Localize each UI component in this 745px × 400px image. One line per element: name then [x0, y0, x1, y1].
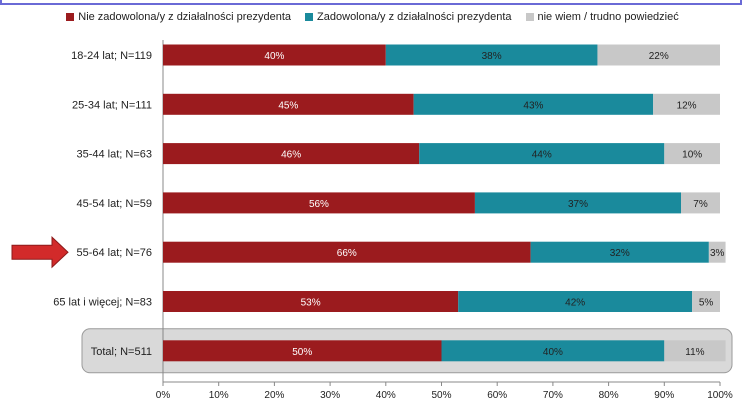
legend-item-dissatisfied: Nie zadowolona/y z działalności prezyden… — [66, 9, 291, 25]
legend-item-satisfied: Zadowolona/y z działalności prezydenta — [305, 9, 512, 25]
bar-value-label: 7% — [693, 199, 708, 210]
bar-value-label: 45% — [278, 100, 298, 111]
x-tick-label: 70% — [543, 390, 563, 400]
x-tick-label: 60% — [487, 390, 507, 400]
frame-top-border — [0, 0, 742, 5]
bar-segment-dissatisfied — [163, 291, 459, 312]
category-label: 18-24 lat; N=119 — [71, 50, 152, 62]
bar-value-label: 37% — [568, 199, 588, 210]
bar-segment-dissatisfied — [163, 93, 414, 115]
x-tick-label: 20% — [264, 390, 284, 400]
bar-value-label: 42% — [565, 298, 585, 309]
bar-value-label: 53% — [301, 298, 321, 309]
bar-segment-dissatisfied — [163, 192, 475, 214]
legend-label-dont-know: nie wiem / trudno powiedzieć — [537, 11, 679, 23]
bar-value-label: 5% — [699, 298, 714, 309]
bar-value-label: 12% — [677, 100, 697, 111]
bar-segment-dont-know — [681, 192, 720, 214]
bar-value-label: 46% — [281, 150, 301, 161]
legend-swatch-dont-know — [525, 13, 534, 21]
highlight-arrow-icon — [11, 236, 69, 269]
bar-segment-dont-know — [653, 93, 720, 115]
bar-segment-dont-know — [597, 44, 720, 66]
bar-value-label: 22% — [649, 51, 669, 62]
bar-segment-satisfied — [441, 340, 665, 362]
bar-value-label: 43% — [523, 100, 543, 111]
x-tick-label: 80% — [599, 390, 619, 400]
bar-segment-dissatisfied — [163, 44, 386, 66]
x-tick-label: 30% — [320, 390, 340, 400]
bar-value-label: 66% — [337, 248, 357, 259]
bar-segment-dont-know — [664, 143, 720, 165]
category-label: 35-44 lat; N=63 — [76, 149, 152, 161]
chart-legend: Nie zadowolona/y z działalności prezyden… — [0, 9, 745, 25]
bar-segment-satisfied — [413, 93, 654, 115]
bar-segment-satisfied — [419, 143, 665, 165]
bar-segment-dissatisfied — [163, 340, 442, 362]
x-tick-label: 40% — [376, 390, 396, 400]
legend-item-dont-know: nie wiem / trudno powiedzieć — [525, 9, 679, 25]
bar-segment-dissatisfied — [163, 241, 531, 263]
x-tick-label: 10% — [209, 390, 229, 400]
bar-segment-dont-know — [692, 291, 720, 312]
bar-value-label: 50% — [292, 347, 312, 358]
legend-swatch-satisfied — [305, 13, 314, 21]
bar-value-label: 10% — [682, 150, 702, 161]
bar-segment-satisfied — [385, 44, 598, 66]
bar-value-label: 3% — [710, 248, 725, 259]
legend-swatch-dissatisfied — [66, 13, 75, 21]
category-label: 65 lat i więcej; N=83 — [53, 297, 152, 309]
legend-label-satisfied: Zadowolona/y z działalności prezydenta — [317, 11, 512, 23]
bar-value-label: 40% — [543, 347, 563, 358]
category-label: 25-34 lat; N=111 — [72, 99, 152, 111]
bar-segment-dont-know — [708, 241, 726, 263]
bar-value-label: 44% — [532, 150, 552, 161]
category-label: Total; N=511 — [91, 346, 152, 358]
category-label: 45-54 lat; N=59 — [76, 198, 152, 210]
x-tick-label: 90% — [654, 390, 674, 400]
bar-segment-satisfied — [530, 241, 709, 263]
bar-value-label: 32% — [610, 248, 630, 259]
bar-segment-satisfied — [474, 192, 682, 214]
bar-segment-satisfied — [458, 291, 693, 312]
x-tick-label: 0% — [156, 390, 171, 400]
bar-value-label: 11% — [685, 347, 704, 358]
x-tick-label: 100% — [707, 390, 733, 400]
bar-value-label: 56% — [309, 199, 329, 210]
x-tick-label: 50% — [431, 390, 451, 400]
bar-segment-dissatisfied — [163, 143, 420, 165]
legend-label-dissatisfied: Nie zadowolona/y z działalności prezyden… — [78, 11, 292, 23]
bar-segment-dont-know — [664, 340, 726, 362]
bar-value-label: 40% — [264, 51, 284, 62]
bar-value-label: 38% — [482, 51, 502, 62]
category-label: 55-64 lat; N=76 — [76, 247, 152, 259]
